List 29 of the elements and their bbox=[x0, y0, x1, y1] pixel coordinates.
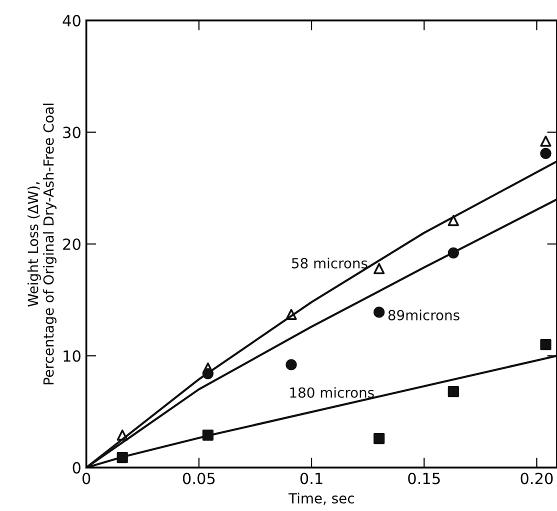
point bbox=[202, 430, 214, 441]
series-label: 89microns bbox=[388, 310, 460, 320]
x-tick-label: 0.05 bbox=[182, 472, 215, 484]
x-tick-label: 0.1 bbox=[300, 472, 322, 484]
series-label: 180 microns bbox=[290, 387, 374, 398]
point bbox=[540, 339, 552, 350]
x-tick-label: 0.15 bbox=[408, 472, 440, 484]
x-tick-label: 0.20 bbox=[520, 472, 553, 484]
point bbox=[286, 359, 297, 370]
point bbox=[540, 136, 552, 147]
point bbox=[286, 308, 297, 320]
point bbox=[540, 148, 552, 160]
point bbox=[116, 430, 128, 441]
y-axis-title: Weight Loss (ΔW), Percentage of Original Dry-Ash-Free Coal bbox=[27, 104, 56, 384]
point bbox=[374, 263, 385, 274]
point bbox=[374, 306, 385, 318]
y-tick-label: 0 bbox=[72, 462, 80, 474]
x-axis-title: Time, sec bbox=[288, 492, 354, 505]
y-tick-label: 20 bbox=[63, 238, 80, 250]
point bbox=[448, 386, 459, 398]
y-tick-label: 30 bbox=[63, 126, 80, 138]
point bbox=[116, 452, 128, 464]
point bbox=[448, 247, 459, 259]
y-tick-label: 10 bbox=[64, 350, 80, 362]
point bbox=[448, 214, 459, 226]
point bbox=[374, 432, 385, 444]
y-tick-label: 40 bbox=[62, 14, 80, 26]
series-label: 58 microns bbox=[292, 258, 368, 268]
x-tick-label: 0 bbox=[82, 472, 90, 484]
